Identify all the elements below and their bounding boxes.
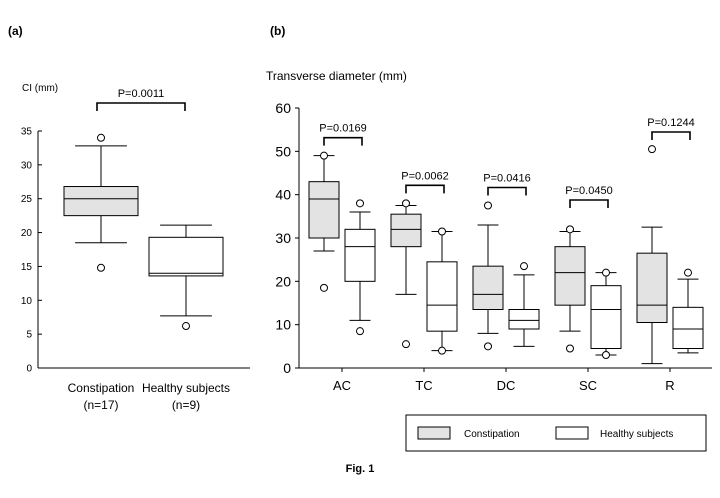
panel-a-y-tick-label: 35: [21, 127, 33, 138]
panel-b-sc-constipation-outlier-1: [566, 225, 574, 234]
panel-b-x-label-ac: AC: [333, 378, 351, 393]
panel-b-x-label-dc: DC: [497, 378, 516, 393]
panel-b-dc-constipation-outlier-1: [484, 201, 492, 210]
panel-a-x-label: Constipation: [68, 381, 135, 395]
panel-b-x-label-sc: SC: [579, 378, 597, 393]
panel-a-box-2-outlier-0: [182, 322, 190, 331]
panel-a-box-1-box: [63, 186, 139, 217]
panel-b-sc-healthy-outlier-1: [602, 268, 610, 277]
legend-label-constipation: Constipation: [464, 429, 520, 440]
panel-a-y-tick-label: 25: [21, 194, 33, 205]
panel-a-y-tick-label: 10: [21, 296, 33, 307]
panel-b-tc-comparison-label: P=0.0062: [401, 170, 448, 182]
panel-a-y-tick-label: 15: [21, 262, 33, 273]
panel-a-x-label: Healthy subjects: [142, 381, 230, 395]
panel-b-tc-healthy-outlier-1: [438, 227, 446, 236]
panel-b-dc-constipation-outlier-0: [484, 342, 492, 351]
legend-label-healthy: Healthy subjects: [600, 429, 673, 440]
panel-b-sc-healthy-box: [590, 285, 622, 349]
panel-b-y-tick-label: 20: [275, 273, 291, 289]
panel-b-dc-healthy-box: [508, 309, 540, 330]
panel-b-r-comparison-bracket: [651, 131, 691, 140]
panel-b-tc-constipation-box: [390, 213, 422, 248]
panel-b-ac-healthy-outlier-0: [356, 327, 364, 336]
panel-b-dc-comparison-label: P=0.0416: [483, 173, 530, 185]
panel-b-r-constipation-box: [636, 252, 668, 324]
panel-b-y-tick-label: 50: [275, 143, 291, 159]
panel-a-label: (a): [8, 24, 23, 38]
panel-b-sc-healthy-outlier-0: [602, 351, 610, 359]
legend-swatch-healthy: [555, 426, 589, 440]
panel-a-box-2-box: [148, 236, 224, 277]
panel-b-tc-healthy-box: [426, 261, 458, 332]
panel-a-x-n-label: (n=9): [172, 398, 200, 412]
panel-b-chart: (b) Transverse diameter (mm) 0 10 20 30 40 50…: [266, 24, 712, 452]
figure-caption: Fig. 1: [346, 463, 375, 475]
panel-b-dc-healthy-outlier-0: [520, 262, 528, 271]
panel-b-dc-comparison-bracket: [487, 186, 527, 196]
panel-b-r-healthy-outlier-0: [684, 268, 692, 277]
panel-b-x-label-tc: TC: [415, 378, 432, 393]
panel-b-r-comparison-label: P=0.1244: [647, 117, 694, 129]
panel-b-y-tick-label: 60: [275, 100, 291, 116]
panel-b-y-tick-label: 10: [275, 317, 291, 333]
panel-a-y-tick-label: 5: [26, 330, 32, 341]
legend: Constipation Healthy subjects: [405, 414, 707, 452]
panel-b-dc-constipation-box: [472, 265, 504, 310]
panel-b-sc-constipation-box: [554, 246, 586, 306]
panel-a-y-tick-label: 0: [26, 364, 32, 375]
panel-a-comparison-bracket: [96, 102, 186, 111]
panel-b-y-tick-label: 40: [275, 187, 291, 203]
panel-a-y-axis-title: CI (mm): [22, 83, 58, 94]
panel-b-label: (b): [270, 24, 285, 38]
panel-a-y-tick-label: 30: [21, 160, 33, 171]
panel-b-tc-comparison-bracket: [405, 184, 445, 194]
panel-b-ac-constipation-outlier-1: [320, 151, 328, 160]
panel-a-comparison-label: P=0.0011: [118, 88, 165, 100]
legend-frame: [405, 414, 707, 452]
panel-b-ac-comparison-bracket: [323, 136, 363, 146]
legend-swatch-constipation: [417, 426, 451, 440]
panel-b-y-tick-label: 30: [275, 230, 291, 246]
panel-b-y-tick-label: 0: [283, 360, 291, 376]
panel-b-r-constipation-outlier-0: [648, 145, 656, 154]
panel-b-ac-healthy-box: [344, 228, 376, 282]
panel-b-sc-comparison-label: P=0.0450: [565, 185, 612, 197]
panel-b-sc-comparison-bracket: [569, 199, 609, 208]
panel-b-ac-healthy-outlier-1: [356, 199, 364, 208]
panel-b-ac-constipation-box: [308, 181, 340, 239]
panel-b-sc-constipation-outlier-0: [566, 344, 574, 353]
panel-b-y-axis-title: Transverse diameter (mm): [266, 69, 407, 83]
panel-a-x-n-label: (n=17): [83, 398, 118, 412]
panel-a-chart: (a) CI (mm) 0 5 10 15 20 25 30 35 P=0.0011 Cons…: [8, 24, 250, 412]
panel-b-tc-constipation-outlier-0: [402, 340, 410, 349]
panel-a-box-1-outlier-1: [97, 133, 105, 142]
panel-b-tc-healthy-outlier-0: [438, 346, 446, 355]
panel-b-x-label-r: R: [665, 378, 674, 393]
panel-a-box-1-outlier-0: [97, 263, 105, 272]
panel-b-ac-comparison-label: P=0.0169: [319, 123, 366, 135]
panel-a-y-tick-label: 20: [21, 228, 33, 239]
panel-b-ac-constipation-outlier-0: [320, 283, 328, 292]
panel-b-r-healthy-box: [672, 306, 704, 350]
panel-b-tc-constipation-outlier-1: [402, 199, 410, 208]
